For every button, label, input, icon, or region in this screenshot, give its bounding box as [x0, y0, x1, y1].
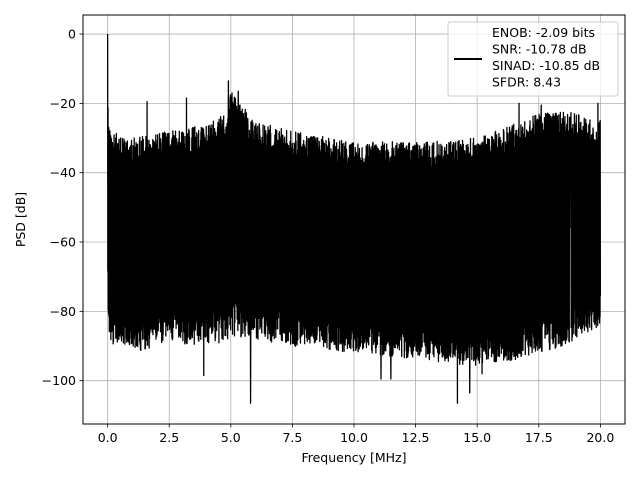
- x-tick-label: 15.0: [463, 430, 491, 445]
- legend-sinad: SINAD: -10.85 dB: [492, 58, 600, 73]
- legend-enob: ENOB: -2.09 bits: [492, 25, 595, 40]
- x-tick-label: 10.0: [340, 430, 368, 445]
- x-tick-label: 7.5: [282, 430, 302, 445]
- legend-sfdr: SFDR: 8.43: [492, 75, 561, 90]
- x-tick-label: 12.5: [402, 430, 430, 445]
- data-layer: [106, 33, 602, 404]
- x-tick-label: 20.0: [586, 430, 614, 445]
- y-axis-label: PSD [dB]: [13, 192, 28, 247]
- y-tick-label: −40: [50, 165, 76, 180]
- psd-series-line: [106, 34, 602, 404]
- y-tick-label: −80: [50, 304, 76, 319]
- y-tick-label: 0: [68, 27, 76, 42]
- legend-snr: SNR: -10.78 dB: [492, 42, 587, 57]
- y-tick-label: −60: [50, 235, 76, 250]
- x-tick-label: 17.5: [525, 430, 553, 445]
- y-tick-label: −100: [42, 373, 76, 388]
- legend: ENOB: -2.09 bits SNR: -10.78 dB SINAD: -…: [447, 21, 619, 97]
- y-tick-label: −20: [50, 96, 76, 111]
- legend-box: [447, 21, 619, 97]
- x-tick-label: 0.0: [98, 430, 118, 445]
- x-tick-label: 5.0: [221, 430, 241, 445]
- x-tick-label: 2.5: [159, 430, 179, 445]
- x-axis-label: Frequency [MHz]: [301, 450, 406, 465]
- tick-layer: 0.0 2.5 5.0 7.5 10.0 12.5 15.0 17.5 20.0 0 −20 −40 −…: [42, 27, 615, 445]
